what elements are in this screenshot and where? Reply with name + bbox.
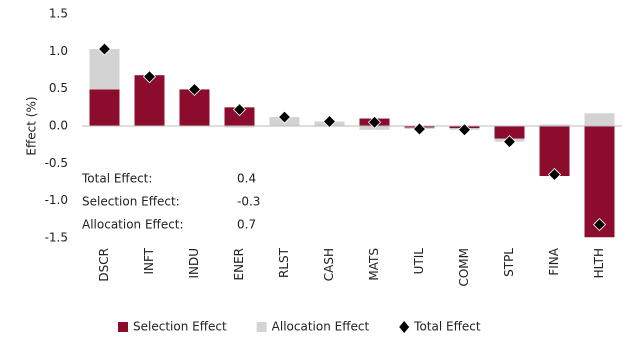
x-tick-label: INFT <box>142 247 156 274</box>
bar <box>494 126 525 139</box>
bar <box>584 113 615 126</box>
y-tick-label: -1.0 <box>45 193 68 207</box>
legend-label: Allocation Effect <box>272 320 370 334</box>
y-axis-label: Effect (%) <box>25 96 39 155</box>
bar <box>89 89 120 126</box>
total-marker <box>142 70 157 84</box>
x-tick-label: ENER <box>232 248 246 280</box>
bar <box>224 107 255 126</box>
annotation-label: Allocation Effect: <box>82 218 184 232</box>
x-tick-label: STPL <box>502 248 516 277</box>
annotation-label: Total Effect: <box>81 172 152 186</box>
annotation-value: 0.4 <box>237 172 256 186</box>
total-marker <box>367 115 382 129</box>
bar <box>224 126 255 128</box>
bar <box>539 124 570 126</box>
total-marker <box>412 122 427 136</box>
y-tick-label: 1.5 <box>49 7 68 21</box>
x-tick-label: COMM <box>457 248 471 287</box>
total-marker <box>457 123 472 137</box>
bar <box>539 126 570 177</box>
y-tick-label: -1.5 <box>45 231 68 245</box>
bar <box>89 49 120 90</box>
bar <box>134 75 165 126</box>
x-tick-label: HLTH <box>592 248 606 278</box>
total-marker <box>322 114 337 129</box>
y-tick-label: 0.0 <box>49 119 68 133</box>
legend-label: Total Effect <box>413 320 481 334</box>
legend-marker <box>399 321 410 333</box>
x-tick-label: RLST <box>277 247 291 278</box>
y-tick-label: 1.0 <box>49 44 68 58</box>
total-marker <box>502 135 517 149</box>
x-tick-label: MATS <box>367 248 381 281</box>
x-tick-label: CASH <box>322 248 336 281</box>
annotation-value: -0.3 <box>237 195 260 209</box>
total-marker <box>592 217 607 232</box>
legend-swatch <box>256 322 267 332</box>
annotation-value: 0.7 <box>237 218 256 232</box>
annotation-label: Selection Effect: <box>82 195 180 209</box>
total-marker <box>277 110 292 124</box>
x-tick-label: FINA <box>547 247 561 275</box>
total-marker <box>97 42 112 56</box>
x-tick-label: UTIL <box>412 248 426 275</box>
y-tick-label: 0.5 <box>49 81 68 95</box>
x-tick-label: DSCR <box>97 248 111 282</box>
total-marker <box>547 167 562 182</box>
total-marker <box>232 103 247 117</box>
y-tick-label: -0.5 <box>45 156 68 170</box>
legend-label: Selection Effect <box>133 320 227 334</box>
x-tick-label: INDU <box>187 248 201 279</box>
legend-swatch <box>118 322 128 332</box>
total-marker <box>187 82 202 96</box>
